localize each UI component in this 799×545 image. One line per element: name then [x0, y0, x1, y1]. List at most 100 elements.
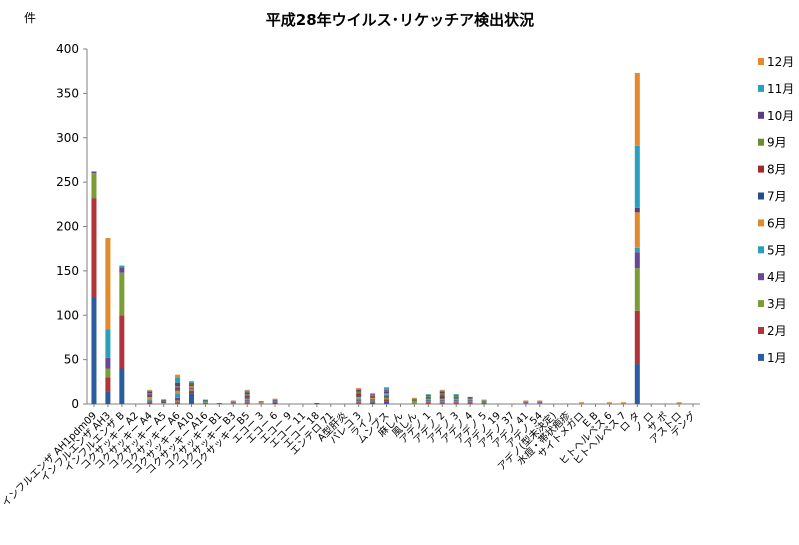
- bar-segment: [119, 267, 125, 273]
- legend-label: 2月: [767, 324, 787, 338]
- bar-segment: [105, 391, 111, 404]
- bar-segment: [439, 389, 445, 391]
- bar-segment: [453, 396, 459, 398]
- bar-segment: [244, 396, 250, 398]
- bar-segment: [370, 401, 376, 403]
- bar-segment: [244, 397, 250, 399]
- bar-segment: [384, 394, 390, 397]
- bar-segment: [161, 402, 167, 404]
- bar-segment: [425, 401, 431, 403]
- bar-segment: [384, 399, 390, 402]
- bar-segment: [453, 395, 459, 397]
- bar-segment: [230, 402, 236, 404]
- bar-segment: [453, 403, 459, 404]
- bar-segment: [634, 268, 640, 311]
- bar-segment: [161, 401, 167, 403]
- bar-segment: [453, 399, 459, 401]
- y-tick-label: 250: [56, 175, 79, 189]
- bar-segment: [188, 393, 194, 404]
- bar-segment: [453, 401, 459, 403]
- bar-segment: [676, 402, 682, 404]
- bar-segment: [175, 390, 181, 394]
- bar-segment: [202, 400, 208, 402]
- bar-segment: [356, 391, 362, 394]
- bar-segment: [467, 398, 473, 400]
- y-tick-label: 50: [64, 353, 79, 367]
- bar-segment: [620, 403, 626, 404]
- bar-segment: [634, 212, 640, 248]
- bar-segment: [356, 388, 362, 390]
- bar-segment: [356, 401, 362, 403]
- bar-segment: [425, 400, 431, 402]
- bar-segment: [467, 399, 473, 401]
- bar-segment: [411, 398, 417, 400]
- bar-segment: [175, 403, 181, 404]
- legend-swatch: [758, 219, 764, 227]
- bar-segment: [439, 398, 445, 400]
- bar-segment: [439, 390, 445, 392]
- bar-segment: [453, 396, 459, 397]
- legend-swatch: [758, 192, 764, 200]
- legend-swatch: [758, 111, 764, 119]
- bar-segment: [188, 387, 194, 389]
- bar-segment: [216, 403, 222, 404]
- bar-segment: [258, 402, 264, 404]
- bar-segment: [105, 357, 111, 369]
- bar-segment: [147, 402, 153, 404]
- bar-segment: [188, 386, 194, 388]
- legend-swatch: [758, 273, 764, 281]
- bar-segment: [425, 399, 431, 401]
- bar-segment: [439, 391, 445, 394]
- bar-segment: [244, 398, 250, 400]
- legend-label: 11月: [767, 82, 794, 96]
- bar-segment: [161, 400, 167, 402]
- bar-segment: [272, 400, 278, 402]
- bar-segment: [356, 393, 362, 396]
- y-axis-unit-label: 件: [24, 11, 36, 25]
- bar-segment: [175, 382, 181, 387]
- legend-swatch: [758, 84, 764, 92]
- legend-swatch: [758, 353, 764, 361]
- bar-segment: [634, 364, 640, 404]
- bar-segment: [467, 397, 473, 399]
- bar-segment: [356, 403, 362, 404]
- bar-segment: [314, 403, 320, 404]
- bar-segment: [175, 397, 181, 401]
- bar-segment: [161, 399, 167, 401]
- bar-segment: [188, 385, 194, 387]
- bar-segment: [370, 402, 376, 404]
- bar-segment: [175, 389, 181, 391]
- bar-segment: [147, 393, 153, 395]
- bar-segment: [119, 265, 125, 268]
- bar-segment: [202, 403, 208, 404]
- bar-segment: [579, 403, 585, 404]
- bar-segment: [244, 403, 250, 404]
- bar-segment: [620, 402, 626, 404]
- bar-segment: [147, 395, 153, 397]
- bar-segment: [370, 395, 376, 397]
- bar-segment: [523, 401, 529, 403]
- bar-segment: [188, 384, 194, 386]
- bar-segment: [105, 368, 111, 378]
- bar-segment: [188, 388, 194, 389]
- bar-segment: [202, 401, 208, 403]
- legend-label: 10月: [767, 109, 794, 123]
- bar-segment: [188, 383, 194, 385]
- bar-segment: [202, 399, 208, 401]
- bar-segment: [188, 388, 194, 391]
- bar-segment: [523, 400, 529, 402]
- bar-segment: [634, 247, 640, 253]
- bar-segment: [453, 397, 459, 399]
- legend: 12月 11月 10月 9月 8月 7月 6月 5月 4月 3月 2月 1月: [758, 55, 794, 365]
- bar-segment: [425, 402, 431, 404]
- bar-segment: [676, 403, 682, 404]
- bar-segment: [370, 393, 376, 395]
- bar-segment: [356, 395, 362, 397]
- bar-segment: [425, 398, 431, 400]
- bar-segment: [453, 394, 459, 396]
- bar-segment: [91, 297, 97, 404]
- legend-label: 7月: [767, 190, 787, 204]
- y-tick-label: 300: [56, 131, 79, 145]
- bar-segment: [175, 377, 181, 383]
- bar-segment: [356, 402, 362, 404]
